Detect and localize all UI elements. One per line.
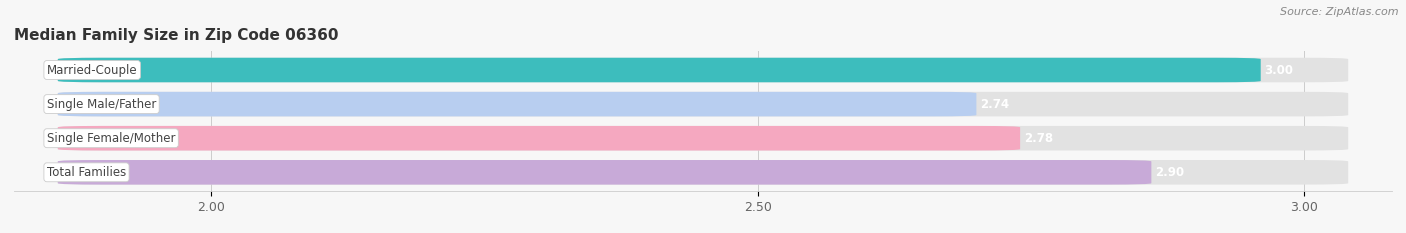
Text: Total Families: Total Families	[46, 166, 127, 179]
Text: Median Family Size in Zip Code 06360: Median Family Size in Zip Code 06360	[14, 28, 339, 43]
Text: 2.74: 2.74	[980, 98, 1010, 111]
Text: 2.90: 2.90	[1156, 166, 1184, 179]
Text: Source: ZipAtlas.com: Source: ZipAtlas.com	[1281, 7, 1399, 17]
FancyBboxPatch shape	[58, 160, 1348, 185]
FancyBboxPatch shape	[58, 160, 1152, 185]
FancyBboxPatch shape	[58, 92, 1348, 116]
Text: 2.78: 2.78	[1024, 132, 1053, 145]
FancyBboxPatch shape	[58, 58, 1261, 82]
FancyBboxPatch shape	[58, 58, 1348, 82]
Text: 3.00: 3.00	[1264, 64, 1294, 76]
FancyBboxPatch shape	[58, 126, 1348, 151]
FancyBboxPatch shape	[58, 92, 976, 116]
FancyBboxPatch shape	[58, 126, 1021, 151]
Text: Married-Couple: Married-Couple	[46, 64, 138, 76]
Text: Single Female/Mother: Single Female/Mother	[46, 132, 176, 145]
Text: Single Male/Father: Single Male/Father	[46, 98, 156, 111]
